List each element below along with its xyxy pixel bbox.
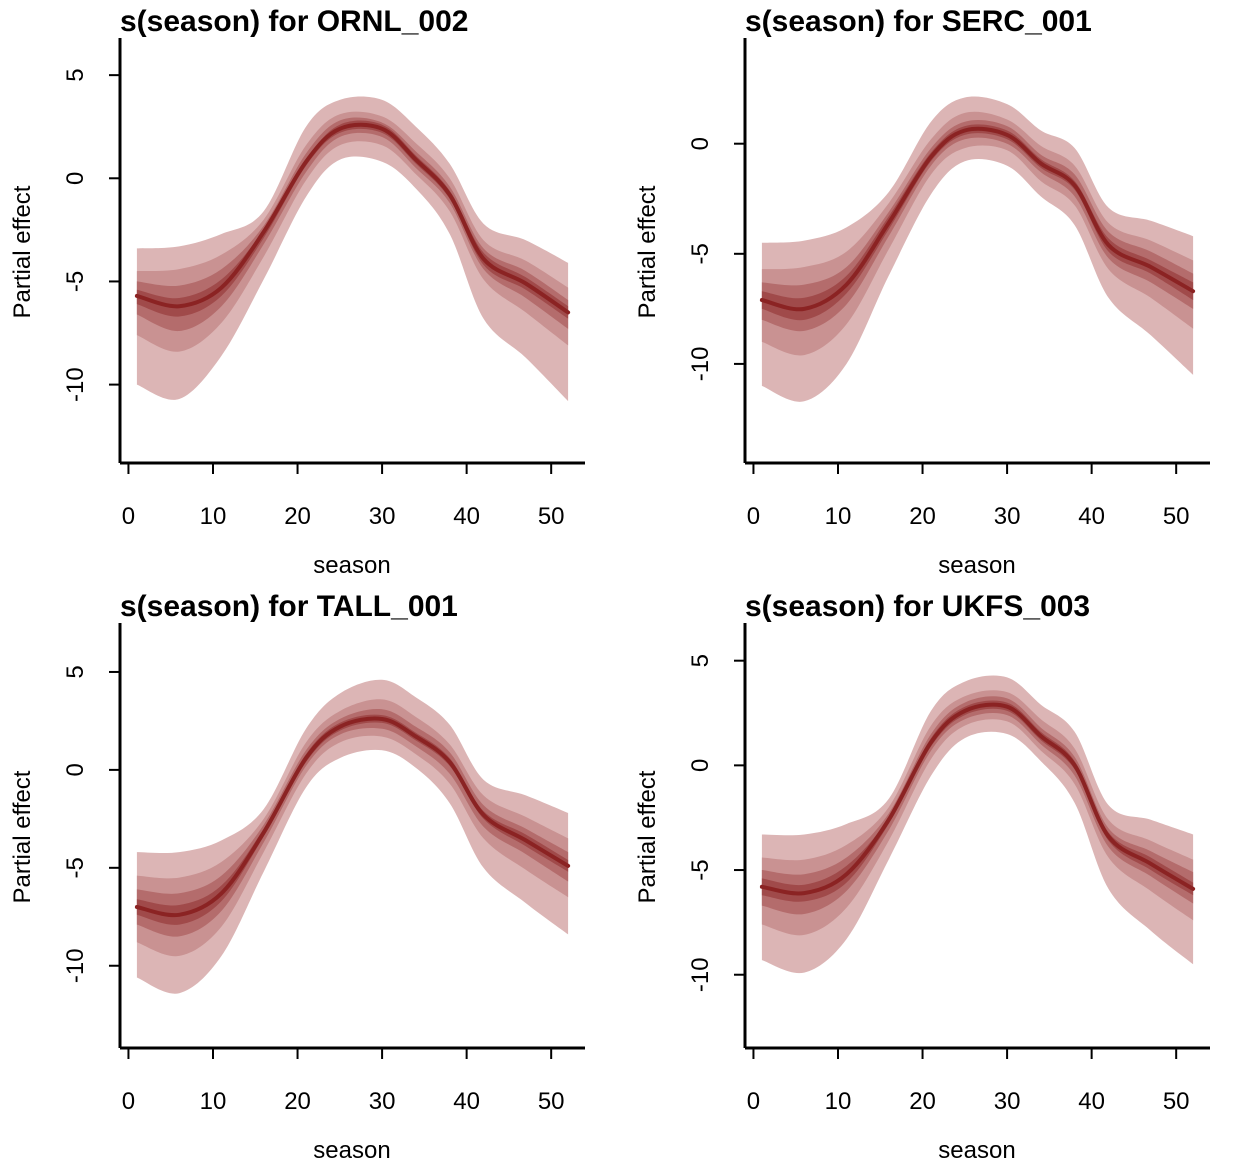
axes: 0 10 20 30 40 50 -10 -5 0 5 [62,623,585,1115]
x-tick-label: 40 [453,1088,480,1115]
x-tick-label: 50 [538,503,565,530]
x-axis-label: season [938,1137,1015,1164]
y-tick-label: 5 [687,654,714,667]
chart-ukfs-003: s(season) for UKFS_003 0 10 20 30 40 50-10-50… [634,590,1210,1164]
x-tick-label: 40 [453,503,480,530]
y-tick-label: 0 [687,759,714,772]
credible-band-2 [136,699,569,957]
x-tick-label: 50 [1163,1088,1190,1115]
x-tick-label: 0 [122,503,135,530]
x-tick-label: 0 [747,1088,760,1115]
x-axis-label: season [313,552,390,579]
chart-title: s(season) for TALL_001 [120,590,458,623]
credible-bands [136,679,569,994]
x-tick-label: 20 [909,503,936,530]
y-tick-label: -10 [62,948,89,983]
y-tick-label: -5 [687,859,714,880]
credible-band-1 [136,96,569,402]
credible-bands [136,96,569,402]
mean-curve [759,702,1196,896]
x-tick-label: 0 [747,503,760,530]
credible-bands [761,675,1194,974]
mean-line [134,122,571,315]
y-tick-label: -5 [687,243,714,264]
credible-band-3 [761,696,1194,915]
x-tick-label: 50 [1163,503,1190,530]
x-tick-label: 20 [284,1088,311,1115]
panel-ornl-002: s(season) for ORNL_002 0 10 20 30 40 50 -10 -5 0… [0,0,625,585]
x-tick-label: 20 [284,503,311,530]
credible-band-4 [136,120,569,319]
chart-title: s(season) for SERC_001 [745,5,1092,38]
axes: 0 10 20 30 40 50 -10 -5 0 [687,38,1210,530]
y-tick-label: 5 [62,665,89,678]
x-tick-label: 10 [825,503,852,530]
y-tick-label: -5 [62,857,89,878]
mean-curve [134,716,571,918]
x-tick-label: 0 [122,1088,135,1115]
x-tick-label: 30 [369,503,396,530]
mean-curve [134,122,571,315]
x-tick-label: 40 [1078,503,1105,530]
x-tick-label: 30 [994,1088,1021,1115]
x-tick-label: 10 [200,1088,227,1115]
x-tick-label: 10 [200,503,227,530]
y-tick-label: -10 [62,367,89,402]
panel-serc-001: s(season) for SERC_001 0 10 20 30 40 50 -10 -5 0… [625,0,1250,585]
credible-band-4 [761,700,1194,902]
chart-serc-001: s(season) for SERC_001 0 10 20 30 40 50-10-50… [634,5,1210,579]
axes: 0 10 20 30 40 50 -10 -5 0 5 [62,38,585,530]
chart-title: s(season) for UKFS_003 [745,590,1090,623]
y-axis-label: Partial effect [9,185,36,318]
y-axis-label: Partial effect [634,770,661,903]
y-tick-label: -10 [687,347,714,382]
credible-band-1 [761,96,1194,402]
credible-band-4 [761,124,1194,321]
y-tick-label: 0 [62,172,89,185]
axes: 0 10 20 30 40 50 -10 -5 0 5 [687,623,1210,1115]
x-tick-label: 20 [909,1088,936,1115]
chart-tall-001: s(season) for TALL_001 0 10 20 30 40 50-10-50… [9,590,585,1164]
y-tick-label: -10 [687,957,714,992]
y-tick-label: 0 [687,137,714,150]
y-tick-label: 0 [62,763,89,776]
x-tick-label: 50 [538,1088,565,1115]
y-axis-label: Partial effect [9,770,36,903]
panel-ukfs-003: s(season) for UKFS_003 0 10 20 30 40 50 -10 -5 0… [625,585,1250,1170]
chart-ornl-002: s(season) for ORNL_002 0 10 20 30 40 50-10-50… [9,5,585,579]
mean-line [759,702,1196,896]
y-tick-label: -5 [62,271,89,292]
credible-band-1 [136,679,569,994]
x-tick-label: 30 [369,1088,396,1115]
chart-title: s(season) for ORNL_002 [120,5,468,38]
panel-tall-001: s(season) for TALL_001 0 10 20 30 40 50 -10 -5 0… [0,585,625,1170]
mean-line [759,126,1196,312]
credible-bands [761,96,1194,402]
x-tick-label: 30 [994,503,1021,530]
x-tick-label: 40 [1078,1088,1105,1115]
x-axis-label: season [938,552,1015,579]
y-axis-label: Partial effect [634,185,661,318]
mean-line [134,716,571,918]
x-axis-label: season [313,1137,390,1164]
mean-curve [759,126,1196,312]
x-tick-label: 10 [825,1088,852,1115]
y-tick-label: 5 [62,68,89,81]
